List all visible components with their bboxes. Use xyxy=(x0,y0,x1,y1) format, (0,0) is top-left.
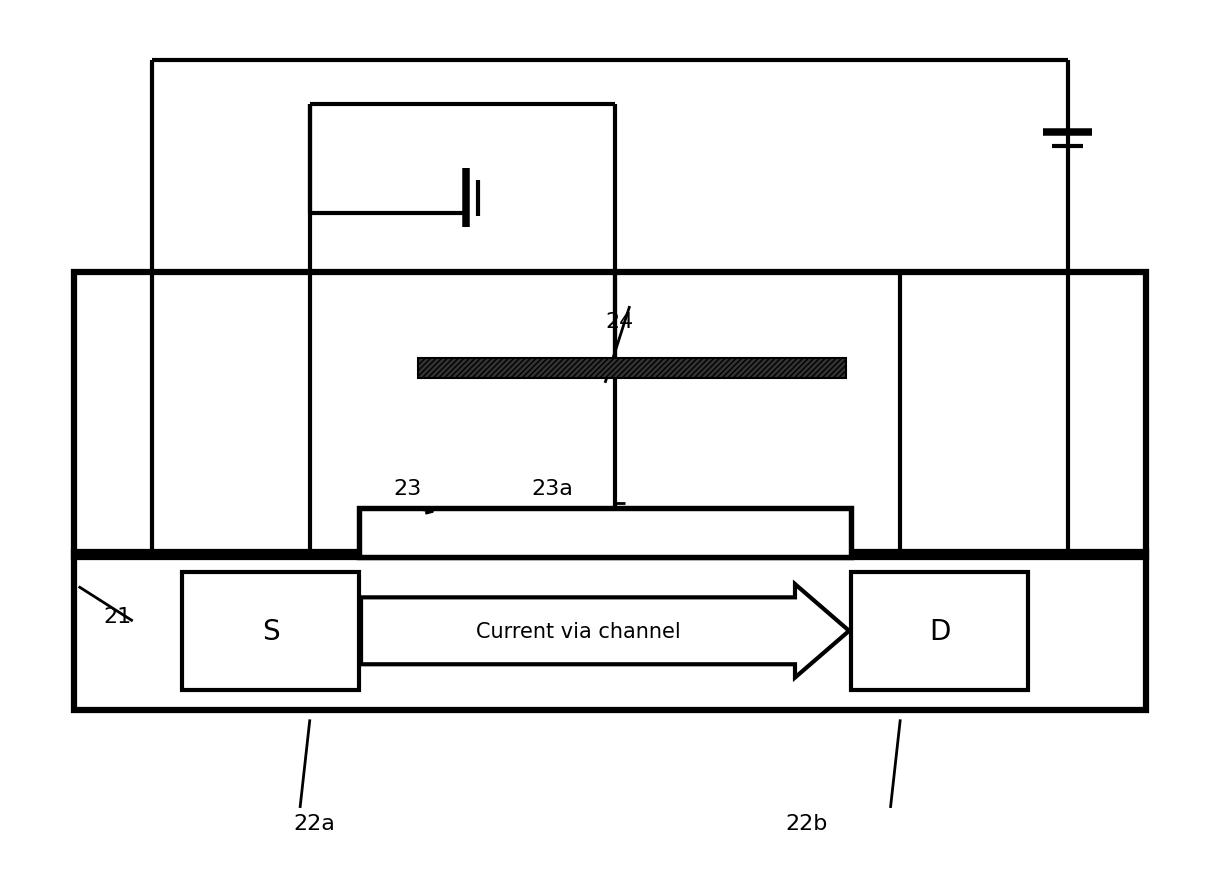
Bar xyxy=(359,508,852,557)
Bar xyxy=(73,553,1147,710)
Bar xyxy=(852,572,1028,690)
Text: 22a: 22a xyxy=(294,813,336,833)
Text: Current via channel: Current via channel xyxy=(476,621,681,641)
Text: 24: 24 xyxy=(605,312,634,332)
Text: 21: 21 xyxy=(104,607,132,627)
Text: D: D xyxy=(928,617,950,645)
Bar xyxy=(182,572,359,690)
Text: 23: 23 xyxy=(394,479,422,499)
Bar xyxy=(418,359,847,379)
Bar xyxy=(73,272,1147,557)
Text: 23a: 23a xyxy=(531,479,573,499)
Text: S: S xyxy=(262,617,279,645)
Text: 22b: 22b xyxy=(786,813,828,833)
FancyArrow shape xyxy=(361,584,849,678)
